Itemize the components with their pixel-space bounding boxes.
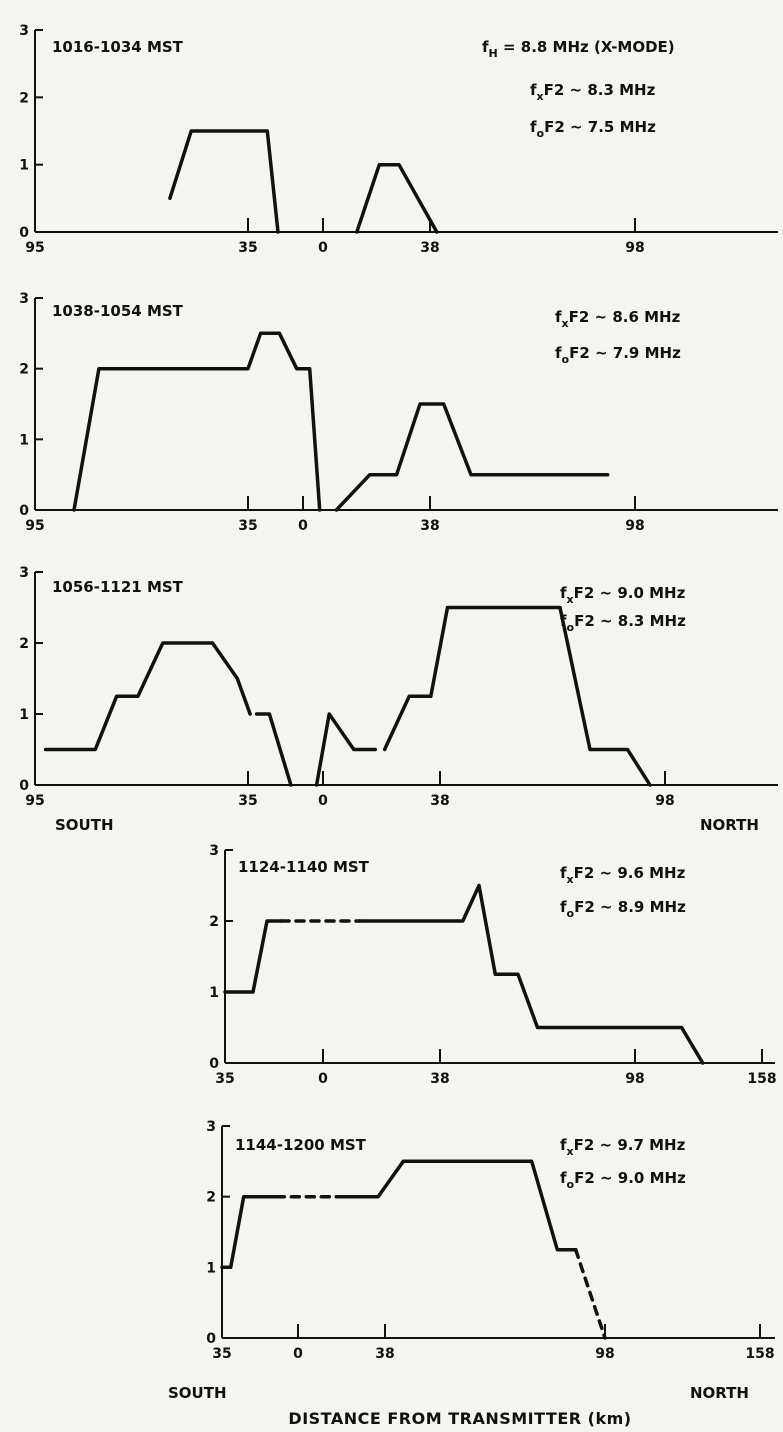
x-tick-label: 98 xyxy=(625,240,644,256)
x-tick-label: 95 xyxy=(25,518,44,534)
x-tick-label: 98 xyxy=(625,518,644,534)
x-tick-label: 0 xyxy=(318,793,328,809)
panel-annotation: fxF2 ~ 9.7 MHz xyxy=(560,1136,686,1158)
y-tick-label: 0 xyxy=(206,1331,216,1347)
panel-1: 0 1 2 3 95 35 0 38 98 1016-1034 MST fH = 8.8 MHz (… xyxy=(19,23,778,256)
y-tick-label: 2 xyxy=(206,1190,216,1206)
x-tick-label: 35 xyxy=(212,1346,231,1362)
y-tick-label: 2 xyxy=(19,90,29,106)
x-tick-label: 158 xyxy=(747,1071,776,1087)
y-tick-label: 1 xyxy=(209,985,219,1001)
panel-annotation: fxF2 ~ 9.6 MHz xyxy=(560,864,686,886)
y-tick-label: 2 xyxy=(19,636,29,652)
series-line-1 xyxy=(168,129,280,234)
x-tick-label: 98 xyxy=(595,1346,614,1362)
panel-title: 1056-1121 MST xyxy=(52,578,184,596)
y-tick-label: 3 xyxy=(209,843,219,859)
x-tick-label: 0 xyxy=(318,240,328,256)
y-tick-label: 3 xyxy=(19,291,29,307)
x-tick-label: 38 xyxy=(420,518,439,534)
south-label-bottom: SOUTH xyxy=(168,1384,227,1402)
series-line-2 xyxy=(355,162,439,234)
panel-2: 0 1 2 3 95 35 0 38 98 1038-1054 MST fxF2 ~ 8.6 MHz… xyxy=(19,291,778,534)
north-label-panel3: NORTH xyxy=(700,816,759,834)
series-line-4 xyxy=(573,1247,607,1340)
panel-annotation: foF2 ~ 7.5 MHz xyxy=(530,118,656,140)
x-tick-label: 98 xyxy=(625,1071,644,1087)
x-tick-label: 38 xyxy=(430,1071,449,1087)
series-line-3 xyxy=(337,1159,578,1252)
panel-3: 0 1 2 3 95 35 0 38 98 1056-1121 MST fxF2 ~ 9.0 MHz… xyxy=(19,565,778,809)
x-tick-label: 0 xyxy=(293,1346,303,1362)
x-tick-label: 158 xyxy=(745,1346,774,1362)
y-tick-label: 3 xyxy=(19,565,29,581)
panel-annotation: fH = 8.8 MHz (X-MODE) xyxy=(482,38,675,60)
panel-annotation: fxF2 ~ 8.6 MHz xyxy=(555,308,681,330)
y-tick-label: 0 xyxy=(209,1056,219,1072)
series-line-2 xyxy=(254,712,293,787)
y-tick-label: 3 xyxy=(19,23,29,39)
y-tick-label: 2 xyxy=(209,914,219,930)
panel-title: 1144-1200 MST xyxy=(235,1136,367,1154)
series-line-2 xyxy=(334,402,610,512)
y-tick-label: 1 xyxy=(19,707,29,723)
x-axis-label: DISTANCE FROM TRANSMITTER (km) xyxy=(288,1409,631,1428)
panel-annotation: fxF2 ~ 9.0 MHz xyxy=(560,584,686,606)
y-tick-label: 1 xyxy=(206,1260,216,1276)
x-tick-label: 0 xyxy=(298,518,308,534)
x-tick-label: 98 xyxy=(655,793,674,809)
y-tick-label: 0 xyxy=(19,225,29,241)
y-tick-label: 3 xyxy=(206,1119,216,1135)
x-tick-label: 95 xyxy=(25,240,44,256)
y-tick-label: 0 xyxy=(19,503,29,519)
y-tick-label: 1 xyxy=(19,158,29,174)
y-tick-label: 0 xyxy=(19,778,29,794)
series-line-3 xyxy=(358,883,705,1065)
panel-annotation: fxF2 ~ 8.3 MHz xyxy=(530,81,656,103)
series-line-1 xyxy=(43,641,252,752)
x-tick-label: 35 xyxy=(238,518,257,534)
y-tick-label: 2 xyxy=(19,362,29,378)
series-line-1 xyxy=(72,331,322,512)
x-tick-label: 0 xyxy=(318,1071,328,1087)
panel-annotation: foF2 ~ 9.0 MHz xyxy=(560,1169,686,1191)
panel-annotation: foF2 ~ 7.9 MHz xyxy=(555,344,681,366)
panel-annotation: foF2 ~ 8.3 MHz xyxy=(560,612,686,634)
panel-title: 1016-1034 MST xyxy=(52,38,184,56)
panel-title: 1038-1054 MST xyxy=(52,302,184,320)
series-line-1 xyxy=(220,1194,279,1270)
x-tick-label: 35 xyxy=(215,1071,234,1087)
series-line-3 xyxy=(314,712,378,787)
x-tick-label: 38 xyxy=(430,793,449,809)
panel-title: 1124-1140 MST xyxy=(238,858,370,876)
x-tick-label: 35 xyxy=(238,240,257,256)
south-label-panel3: SOUTH xyxy=(55,816,114,834)
y-tick-label: 1 xyxy=(19,432,29,448)
panel-annotation: foF2 ~ 8.9 MHz xyxy=(560,898,686,920)
series-line-1 xyxy=(223,919,283,994)
x-tick-label: 38 xyxy=(420,240,439,256)
north-label-bottom: NORTH xyxy=(690,1384,749,1402)
x-tick-label: 35 xyxy=(238,793,257,809)
x-tick-label: 38 xyxy=(375,1346,394,1362)
series-line-4 xyxy=(382,605,652,787)
x-tick-label: 95 xyxy=(25,793,44,809)
